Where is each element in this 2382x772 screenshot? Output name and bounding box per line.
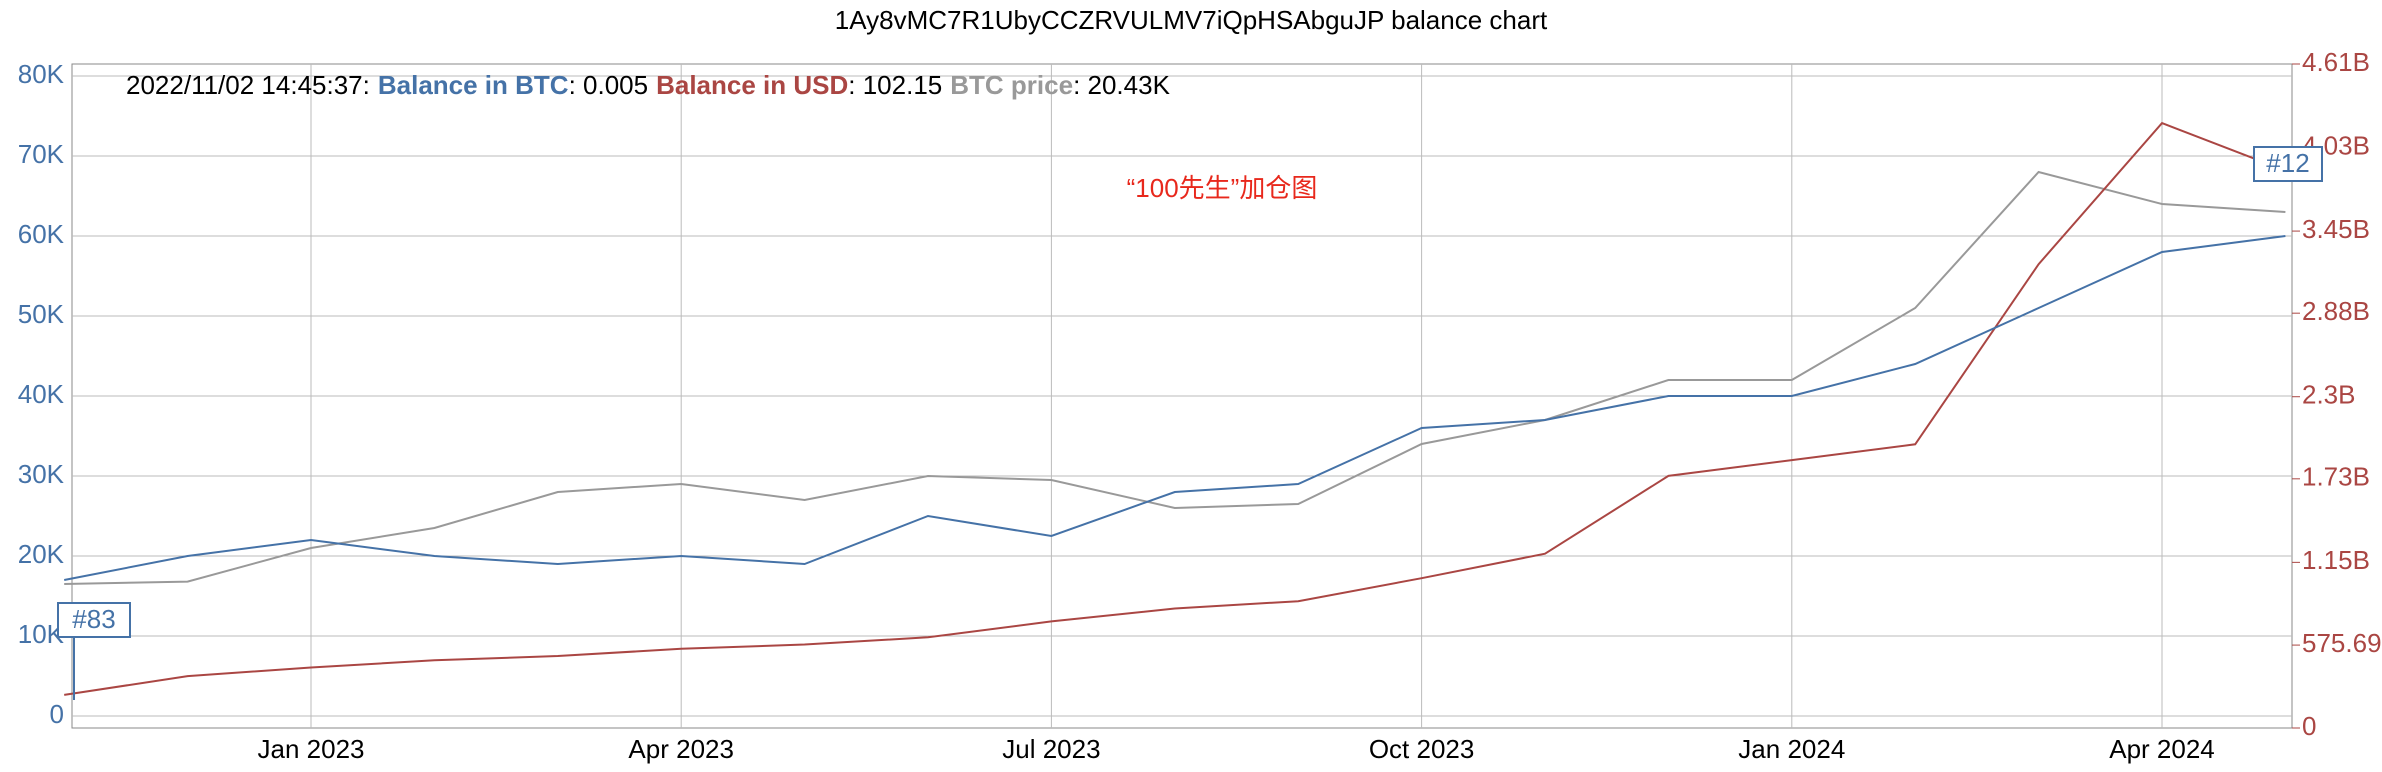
chart-title: 1Ay8vMC7R1UbyCCZRVULMV7iQpHSAbguJP balan… — [835, 5, 1548, 35]
info-part: Balance in USD — [656, 70, 848, 100]
series-line — [64, 170, 2286, 585]
info-part: : 0.005 — [569, 70, 649, 100]
y2-tick-label: 1.15B — [2302, 545, 2370, 575]
info-part: 2022/11/02 14:45:37: — [126, 70, 370, 100]
annotation-box — [57, 602, 131, 638]
series-line — [64, 235, 2286, 581]
y2-tick-label: 2.88B — [2302, 296, 2370, 326]
y2-tick-label: 0 — [2302, 711, 2316, 741]
y-tick-label: 50K — [18, 299, 65, 329]
series-line — [64, 121, 2286, 696]
info-part: : 20.43K — [1073, 70, 1171, 100]
x-tick-label: Apr 2023 — [628, 734, 734, 764]
x-tick-label: Jan 2024 — [1738, 734, 1845, 764]
x-tick-label: Oct 2023 — [1369, 734, 1475, 764]
y2-tick-label: 3.45B — [2302, 214, 2370, 244]
info-part: BTC price — [950, 70, 1073, 100]
x-tick-label: Apr 2024 — [2109, 734, 2215, 764]
y-tick-label: 0 — [50, 699, 64, 729]
x-tick-label: Jan 2023 — [258, 734, 365, 764]
annotation-box — [2253, 146, 2323, 182]
y-tick-label: 70K — [18, 139, 65, 169]
y2-tick-label: 575.69 — [2302, 628, 2382, 658]
y-tick-label: 40K — [18, 379, 65, 409]
y-tick-label: 10K — [18, 619, 65, 649]
y-tick-label: 30K — [18, 459, 65, 489]
info-part: : 102.15 — [848, 70, 942, 100]
annotation: #12 — [2266, 148, 2309, 178]
annotation: #83 — [72, 604, 115, 634]
info-part: Balance in BTC — [378, 70, 569, 100]
y2-tick-label: 4.61B — [2302, 47, 2370, 77]
y-tick-label: 80K — [18, 59, 65, 89]
y-tick-label: 60K — [18, 219, 65, 249]
y-tick-label: 20K — [18, 539, 65, 569]
y2-tick-label: 2.3B — [2302, 380, 2356, 410]
x-tick-label: Jul 2023 — [1002, 734, 1100, 764]
info-line: 2022/11/02 14:45:37: Balance in BTC: 0.00… — [126, 70, 1171, 100]
annotation: “100先生”加仓图 — [1127, 173, 1318, 203]
y2-tick-label: 1.73B — [2302, 462, 2370, 492]
